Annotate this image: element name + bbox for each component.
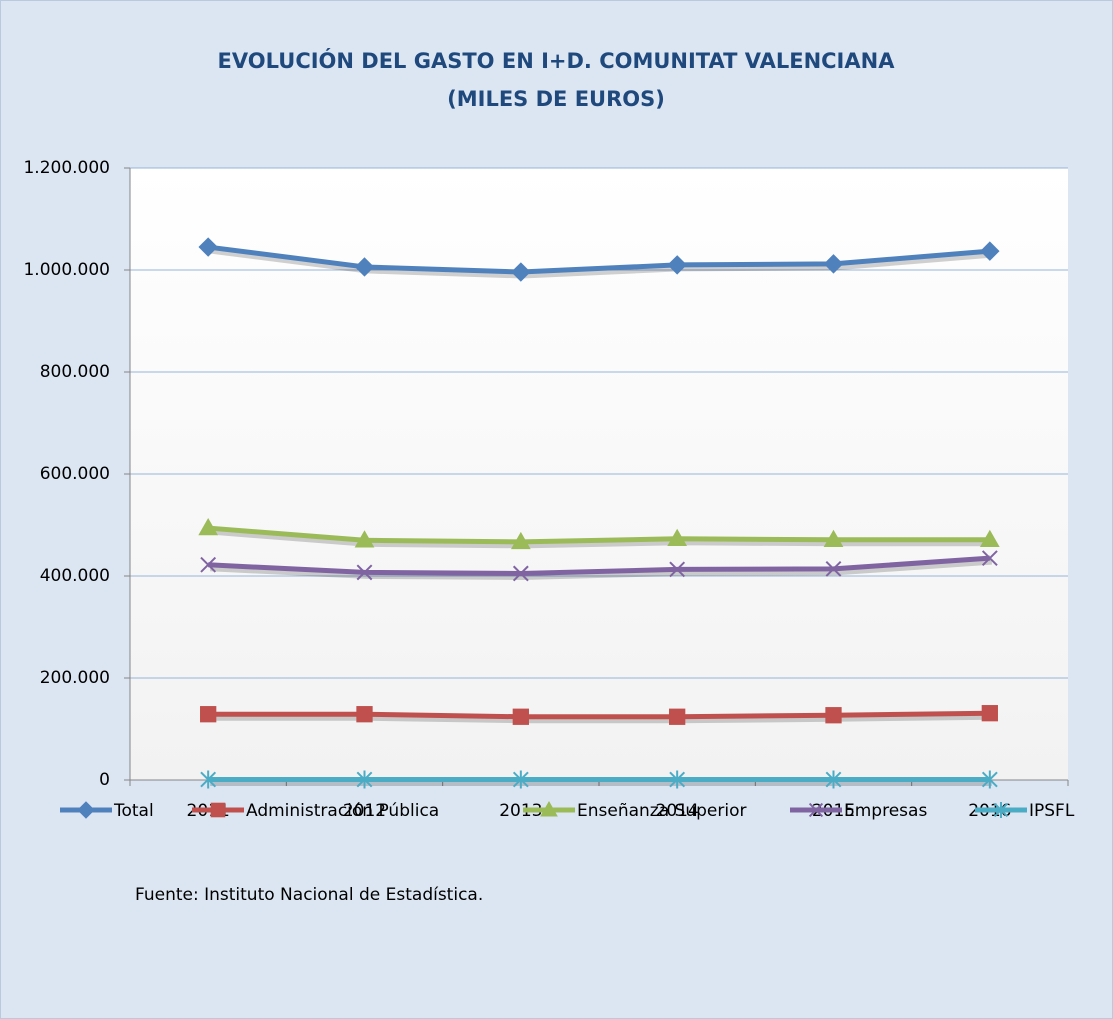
legend-label: Total [113,801,154,821]
marker [808,802,824,818]
marker [540,800,558,817]
marker [669,561,686,578]
marker [356,770,373,789]
marker [511,262,531,282]
marker [667,255,687,275]
marker [200,770,217,789]
marker [825,770,842,789]
marker [981,770,998,789]
marker [512,708,529,725]
marker [354,257,375,277]
marker [198,518,219,536]
chart-title: EVOLUCIÓN DEL GASTO EN I+D. COMUNITAT VA… [218,48,896,73]
marker [823,254,844,274]
series-line [208,555,991,576]
marker [510,531,531,550]
marker [512,770,529,789]
marker [77,801,95,819]
line-shadow [209,248,993,279]
marker [210,802,226,818]
series-line [207,244,991,275]
y-tick-label: 1.000.000 [23,260,110,280]
y-tick-label: 600.000 [40,464,110,484]
marker [981,705,998,722]
marker [198,237,218,257]
marker [980,241,1000,261]
y-tick-label: 0 [99,770,110,790]
marker [823,529,844,548]
marker [979,529,1000,548]
marker [825,560,842,577]
x-tick-label: 2012 [343,801,386,821]
chart-subtitle: (MILES DE EUROS) [447,87,665,111]
legend-label: Administración Pública [246,801,439,821]
marker [200,706,217,723]
legend-label: Enseñanza Superior [577,801,746,821]
marker [669,770,686,789]
series-line [207,525,990,545]
marker [354,530,375,548]
marker [993,802,1009,818]
y-tick-label: 200.000 [40,668,110,688]
x-tick-label: 2014 [656,801,699,821]
marker [825,707,842,724]
marker [512,565,529,582]
line-shadow [210,559,993,580]
y-tick-label: 1.200.000 [23,158,110,178]
marker [356,706,373,723]
marker [667,528,688,547]
marker [200,556,217,573]
line-shadow [210,714,992,724]
y-tick-label: 800.000 [40,362,110,382]
source-note: Fuente: Instituto Nacional de Estadístic… [135,885,483,905]
x-tick-label: 2013 [499,801,542,821]
legend-label: IPSFL [1029,801,1075,821]
legend-label: Empresas [844,801,927,821]
y-tick-label: 400.000 [40,566,110,586]
marker [669,708,686,725]
line-shadow [209,529,992,549]
series-line [208,710,990,720]
marker [981,550,998,567]
marker [356,564,373,581]
